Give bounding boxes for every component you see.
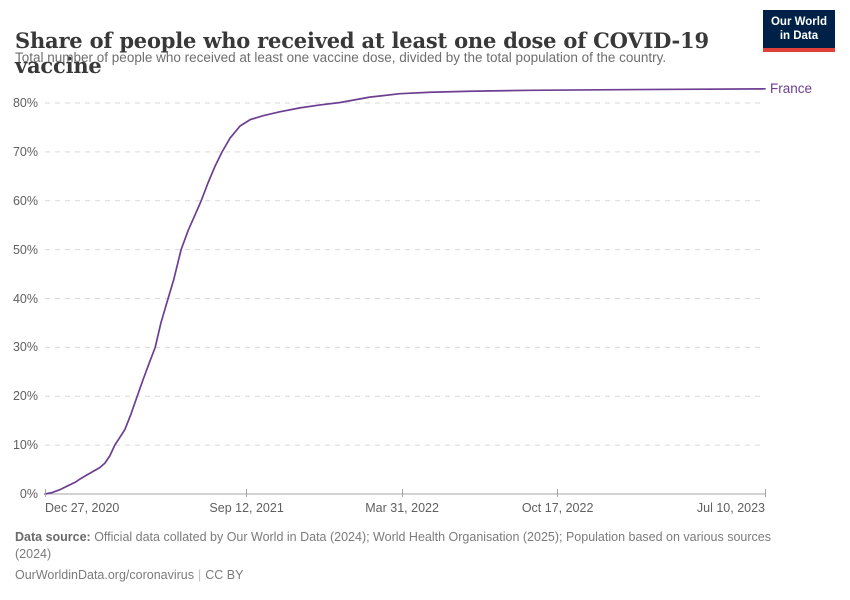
- x-axis-tick: [44, 489, 46, 497]
- chart-subtitle: Total number of people who received at l…: [15, 50, 667, 65]
- x-axis-tick: [246, 489, 248, 497]
- chart-canvas: [44, 87, 766, 495]
- y-axis-tick-label: 70%: [12, 144, 38, 159]
- y-axis-tick-label: 20%: [12, 389, 38, 404]
- x-axis-tick-label: Mar 31, 2022: [365, 501, 439, 515]
- footer-link[interactable]: OurWorldinData.org/coronavirus: [15, 568, 195, 582]
- chart-title: Share of people who received at least on…: [15, 28, 709, 79]
- x-axis-tick-label: Jul 10, 2023: [696, 501, 765, 515]
- data-line-france: [44, 87, 766, 495]
- y-axis-tick-label: 30%: [12, 340, 38, 355]
- y-axis-tick-label: 80%: [12, 96, 38, 110]
- owid-logo-line2: in Data: [779, 30, 819, 43]
- x-axis-tick: [557, 489, 559, 497]
- x-axis-tick-label: Oct 17, 2022: [521, 501, 594, 515]
- series-end-label: France: [770, 80, 813, 96]
- x-axis-tick-label: Dec 27, 2020: [45, 501, 120, 515]
- x-axis-tick: [401, 489, 403, 497]
- footer-separator: |: [198, 568, 202, 582]
- data-source-label: Data source:: [15, 530, 91, 544]
- chart-area: France 0% 10% 20% 30% 40% 50% 60% 70% 80% Dec 27,…: [12, 80, 813, 515]
- x-axis-tick-label: Sep 12, 2021: [209, 501, 284, 515]
- data-source-text: Official data collated by Our World in D…: [15, 530, 771, 561]
- footer-license: CC BY: [205, 568, 244, 582]
- owid-logo[interactable]: Our World in Data: [762, 10, 835, 52]
- y-axis-tick-label: 0%: [19, 487, 38, 501]
- y-axis-tick-label: 10%: [12, 438, 38, 453]
- y-axis-tick-label: 50%: [12, 242, 38, 257]
- footer: Data source: Official data collated by O…: [15, 529, 795, 584]
- data-source-line: Data source: Official data collated by O…: [15, 529, 795, 563]
- x-axis-tick: [764, 489, 766, 497]
- y-axis-tick-label: 60%: [12, 193, 38, 208]
- y-axis-tick-label: 40%: [12, 291, 38, 306]
- owid-logo-line1: Our World: [770, 16, 827, 28]
- footer-link-line: OurWorldinData.org/coronavirus | CC BY: [15, 567, 795, 584]
